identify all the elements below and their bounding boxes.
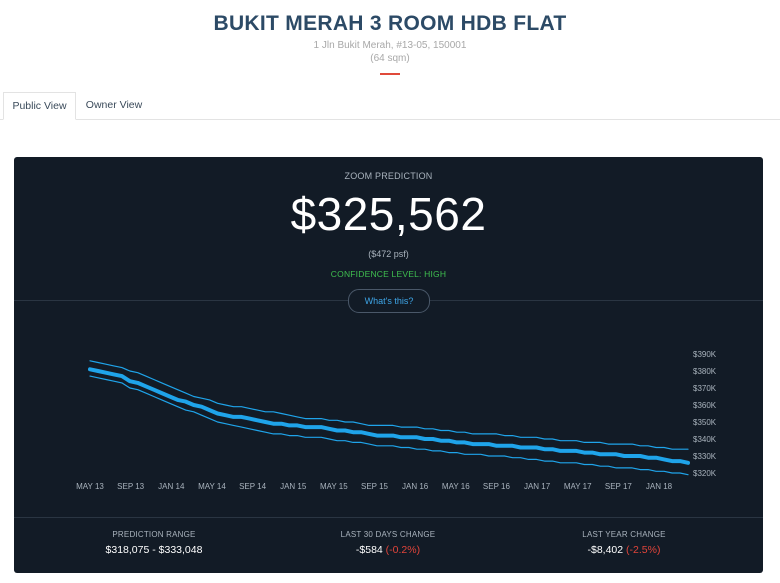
tab-owner-view[interactable]: Owner View <box>85 99 143 111</box>
x-tick-label: JAN 15 <box>280 482 307 491</box>
price-per-sqft: ($472 psf) <box>368 249 409 259</box>
y-tick-label: $370K <box>693 384 717 393</box>
last-30-days-change-label: LAST 30 DAYS CHANGE <box>340 530 436 539</box>
page-header: BUKIT MERAH 3 ROOM HDB FLAT 1 Jln Bukit … <box>0 0 780 75</box>
last-year-change-percent: (-2.5%) <box>626 544 661 556</box>
tab-public-view[interactable]: Public View <box>3 92 76 120</box>
title-accent-divider <box>380 73 400 75</box>
y-tick-label: $360K <box>693 401 717 410</box>
property-size: (64 sqm) <box>370 53 410 64</box>
prediction-range-value: $318,075 - $333,048 <box>105 544 203 556</box>
x-tick-label: SEP 13 <box>117 482 145 491</box>
upper-series-line <box>89 360 689 450</box>
x-tick-label: JAN 17 <box>524 482 551 491</box>
y-tick-label: $350K <box>693 418 717 427</box>
footer-divider <box>14 517 763 518</box>
prediction-range-label: PREDICTION RANGE <box>112 530 196 539</box>
y-tick-label: $330K <box>693 452 717 461</box>
view-tabs: Public View Owner View <box>0 92 780 120</box>
last-30-days-change-percent: (-0.2%) <box>385 544 421 556</box>
x-tick-label: SEP 15 <box>361 482 389 491</box>
x-tick-label: JAN 14 <box>158 482 185 491</box>
x-tick-label: MAY 14 <box>198 482 226 491</box>
y-axis: $390K $380K $370K $360K $350K $340K $330K $320K <box>693 350 717 478</box>
x-axis: MAY 13 SEP 13 JAN 14 MAY 14 SEP 14 JAN 15 MAY … <box>76 482 673 491</box>
x-tick-label: MAY 13 <box>76 482 104 491</box>
x-tick-label: MAY 17 <box>564 482 592 491</box>
chart-series <box>88 360 690 476</box>
prediction-range-stat: PREDICTION RANGE $318,075 - $333,048 <box>54 530 254 556</box>
x-tick-label: JAN 16 <box>402 482 429 491</box>
last-30-days-change-value: -$584 (-0.2%) <box>355 544 421 556</box>
property-address: 1 Jln Bukit Merah, #13-05, 150001 <box>313 40 467 51</box>
prediction-series-line <box>88 367 690 465</box>
y-tick-label: $390K <box>693 350 717 359</box>
page-title: BUKIT MERAH 3 ROOM HDB FLAT <box>213 12 567 35</box>
prediction-label: ZOOM PREDICTION <box>344 171 433 181</box>
last-year-change-stat: LAST YEAR CHANGE -$8,402 (-2.5%) <box>524 530 724 556</box>
x-tick-label: MAY 15 <box>320 482 348 491</box>
x-tick-label: SEP 17 <box>605 482 633 491</box>
x-tick-label: MAY 16 <box>442 482 470 491</box>
last-year-change-value: -$8,402 (-2.5%) <box>587 544 661 556</box>
whats-this-button[interactable]: What's this? <box>348 289 430 313</box>
lower-series-line <box>89 375 689 476</box>
y-tick-label: $340K <box>693 435 717 444</box>
x-tick-label: SEP 16 <box>483 482 511 491</box>
last-30-days-change-stat: LAST 30 DAYS CHANGE -$584 (-0.2%) <box>288 530 488 556</box>
last-year-change-label: LAST YEAR CHANGE <box>582 530 666 539</box>
y-tick-label: $320K <box>693 469 717 478</box>
predicted-price: $325,562 <box>290 188 487 240</box>
price-history-chart: $390K $380K $370K $360K $350K $340K $330K $320K… <box>76 350 717 491</box>
x-tick-label: JAN 18 <box>646 482 673 491</box>
prediction-card: ZOOM PREDICTION $325,562 ($472 psf) CONF… <box>14 157 763 573</box>
y-tick-label: $380K <box>693 367 717 376</box>
confidence-level: CONFIDENCE LEVEL: HIGH <box>330 269 447 279</box>
x-tick-label: SEP 14 <box>239 482 267 491</box>
